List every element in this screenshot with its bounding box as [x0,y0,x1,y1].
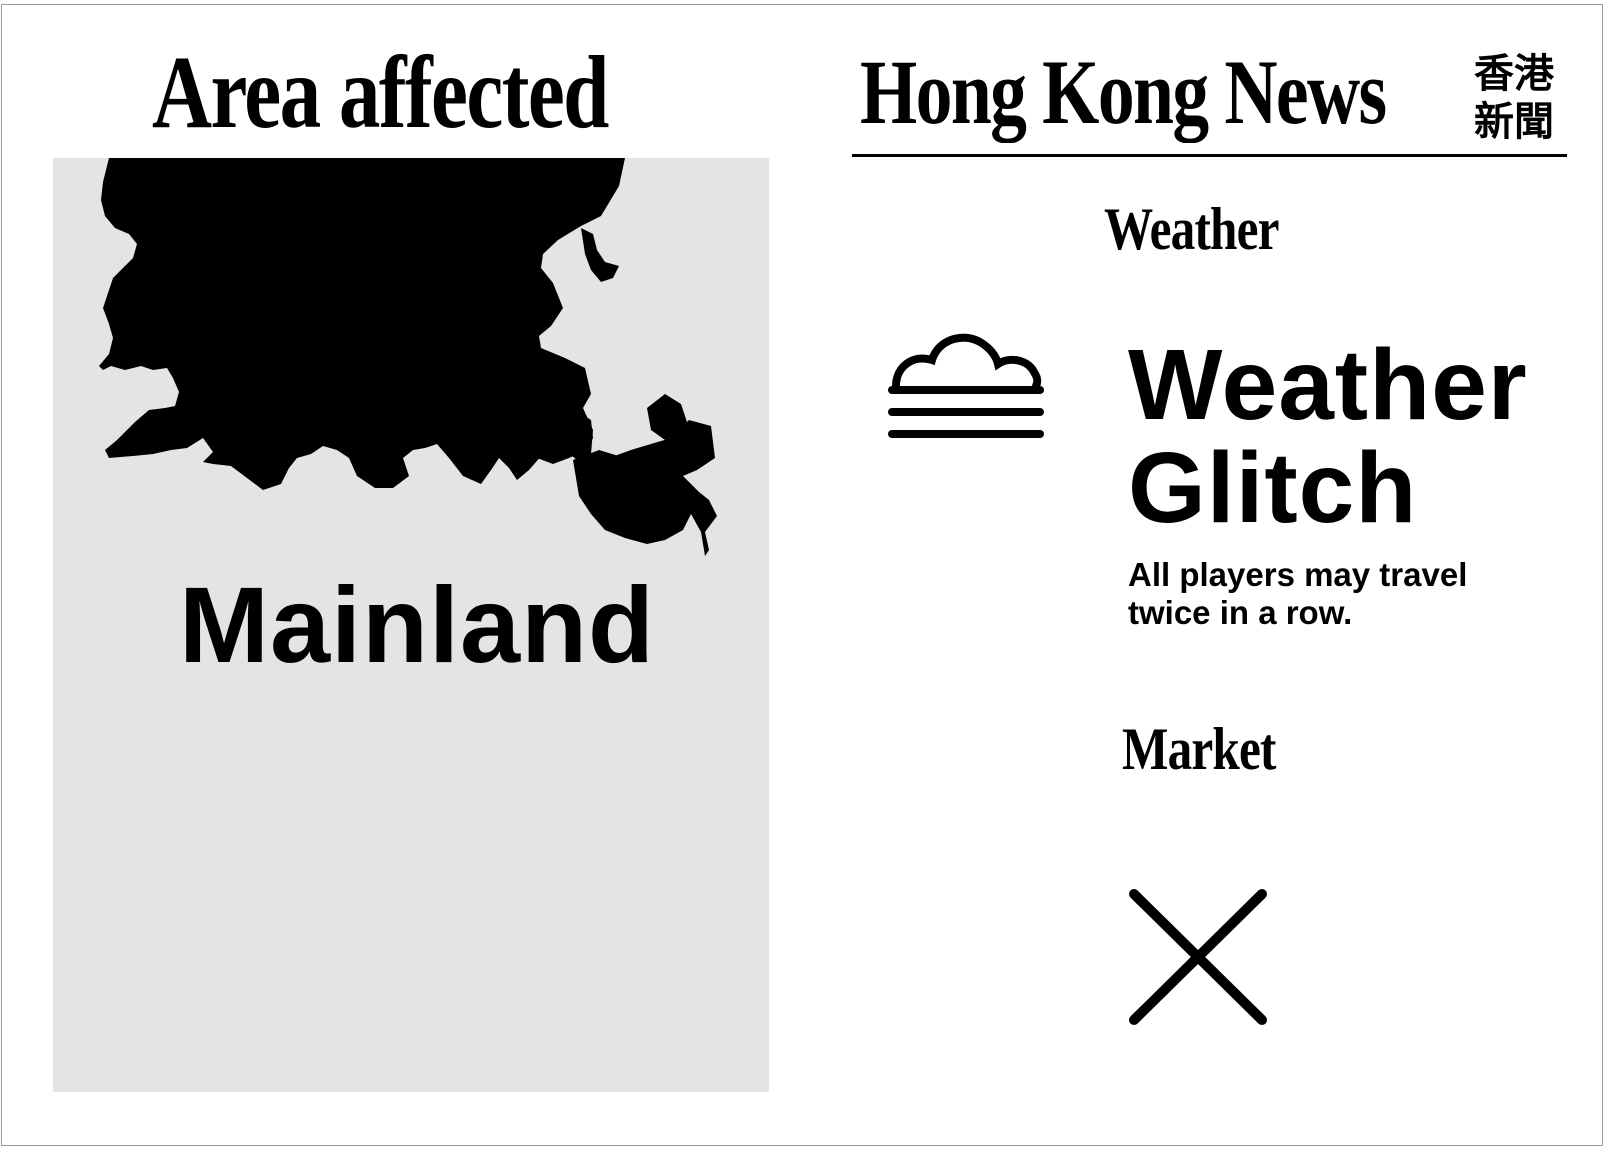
weather-event-title-line2: Glitch [1128,432,1418,544]
area-map-panel: Mainland [53,158,769,1092]
header-divider [852,154,1567,157]
weather-heading: Weather [1104,196,1279,262]
area-name: Mainland [179,564,656,685]
fog-cloud-icon [888,333,1044,438]
map-peninsula-sai-kung [523,408,593,464]
area-affected-heading: Area affected [152,35,609,150]
map-landmass [99,158,717,556]
newspaper-title: Hong Kong News [860,41,1387,143]
map-island-east [647,394,687,440]
map-tsing-ma-bridge [400,361,448,413]
map-lantau-stub [223,382,267,424]
market-heading: Market [1122,716,1276,782]
map-tolo-channel [581,228,619,282]
weather-event-title-line1: Weather [1128,329,1528,441]
x-close-icon [1129,889,1267,1025]
weather-event-description: All players may travel twice in a row. [1128,556,1468,631]
newspaper-title-chinese: 香港 新聞 [1474,51,1554,145]
map-peninsula-east [573,450,691,544]
hong-kong-map-icon [99,158,717,556]
